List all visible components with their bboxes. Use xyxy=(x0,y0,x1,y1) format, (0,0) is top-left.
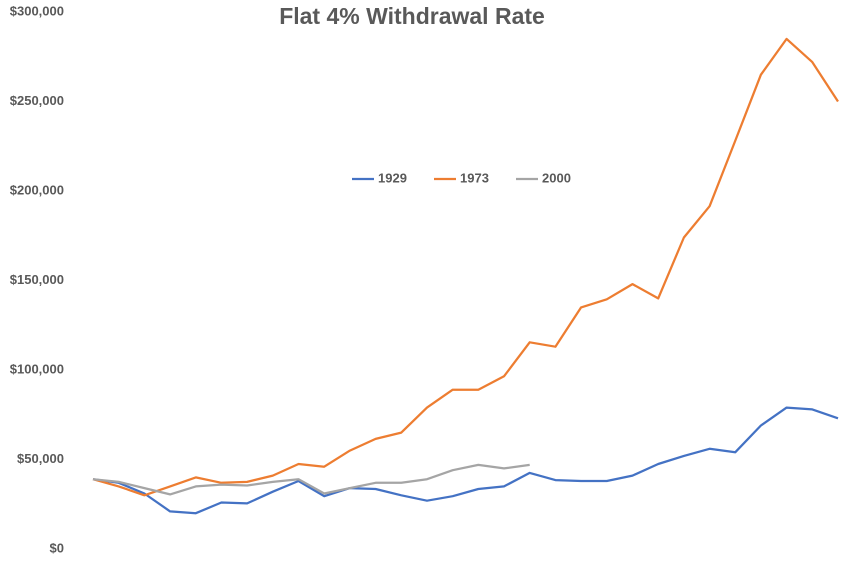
y-tick-label: $50,000 xyxy=(17,451,64,466)
series-line xyxy=(92,406,839,515)
y-tick-label: $250,000 xyxy=(10,93,64,108)
y-tick-label: $300,000 xyxy=(10,3,64,18)
y-tick-label: $100,000 xyxy=(10,361,64,376)
y-tick-label: $150,000 xyxy=(10,272,64,287)
legend-label: 1929 xyxy=(378,170,407,185)
legend-label: 2000 xyxy=(542,170,571,185)
series-line xyxy=(92,37,839,497)
series-line xyxy=(92,463,530,496)
y-tick-label: $200,000 xyxy=(10,182,64,197)
y-tick-label: $0 xyxy=(50,540,64,555)
chart-title: Flat 4% Withdrawal Rate xyxy=(279,3,545,29)
legend-label: 1973 xyxy=(460,170,489,185)
